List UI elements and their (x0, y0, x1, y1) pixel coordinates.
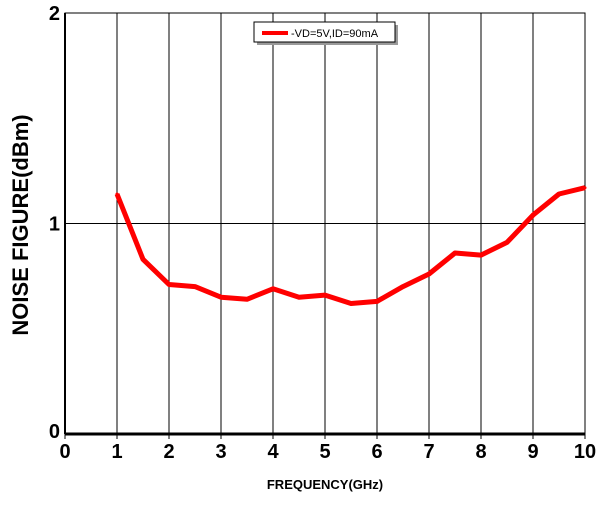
x-tick-label-8: 8 (475, 441, 486, 463)
data-point-0-0 (115, 192, 119, 196)
data-point-0-8 (323, 293, 327, 297)
x-tick-label-1: 1 (111, 441, 122, 463)
x-tick-label-0: 0 (59, 441, 70, 463)
y-tick-label-1: 1 (49, 214, 60, 236)
data-point-0-4 (219, 295, 223, 299)
x-axis-title: FREQUENCY(GHz) (267, 477, 383, 492)
x-tick-label-5: 5 (319, 441, 330, 463)
data-point-0-7 (297, 295, 301, 299)
data-point-0-14 (479, 253, 483, 257)
x-tick-label-10: 10 (574, 441, 596, 463)
data-point-0-10 (375, 299, 379, 303)
data-point-0-11 (401, 285, 405, 289)
data-point-0-12 (427, 272, 431, 276)
x-tick-label-2: 2 (163, 441, 174, 463)
legend-series-label: -VD=5V,ID=90mA (291, 28, 379, 40)
x-tick-label-7: 7 (423, 441, 434, 463)
legend: -VD=5V,ID=90mA (253, 21, 398, 45)
data-point-0-6 (271, 287, 275, 291)
grid-layer (65, 13, 585, 434)
data-point-0-1 (141, 257, 145, 261)
y-tick-label-2: 2 (49, 3, 60, 25)
data-point-0-5 (245, 297, 249, 301)
x-tick-label-6: 6 (371, 441, 382, 463)
data-point-0-3 (193, 285, 197, 289)
data-point-0-18 (583, 186, 587, 190)
y-tick-label-0: 0 (49, 421, 60, 443)
series-layer (114, 185, 587, 306)
series-line-0 (114, 185, 586, 306)
y-axis-title: NOISE FIGURE(dBm) (8, 114, 33, 335)
x-tick-label-4: 4 (267, 441, 279, 463)
data-point-0-15 (505, 240, 509, 244)
data-point-0-2 (167, 283, 171, 287)
data-point-0-9 (349, 301, 353, 305)
tick-labels: 0 1 2 3 4 5 6 7 8 9 10 0 1 2 (49, 3, 596, 463)
data-point-0-16 (531, 213, 535, 217)
x-tick-label-3: 3 (215, 441, 226, 463)
x-tick-label-9: 9 (527, 441, 538, 463)
data-point-0-17 (557, 192, 561, 196)
legend-box (253, 21, 396, 43)
data-point-0-13 (453, 251, 457, 255)
